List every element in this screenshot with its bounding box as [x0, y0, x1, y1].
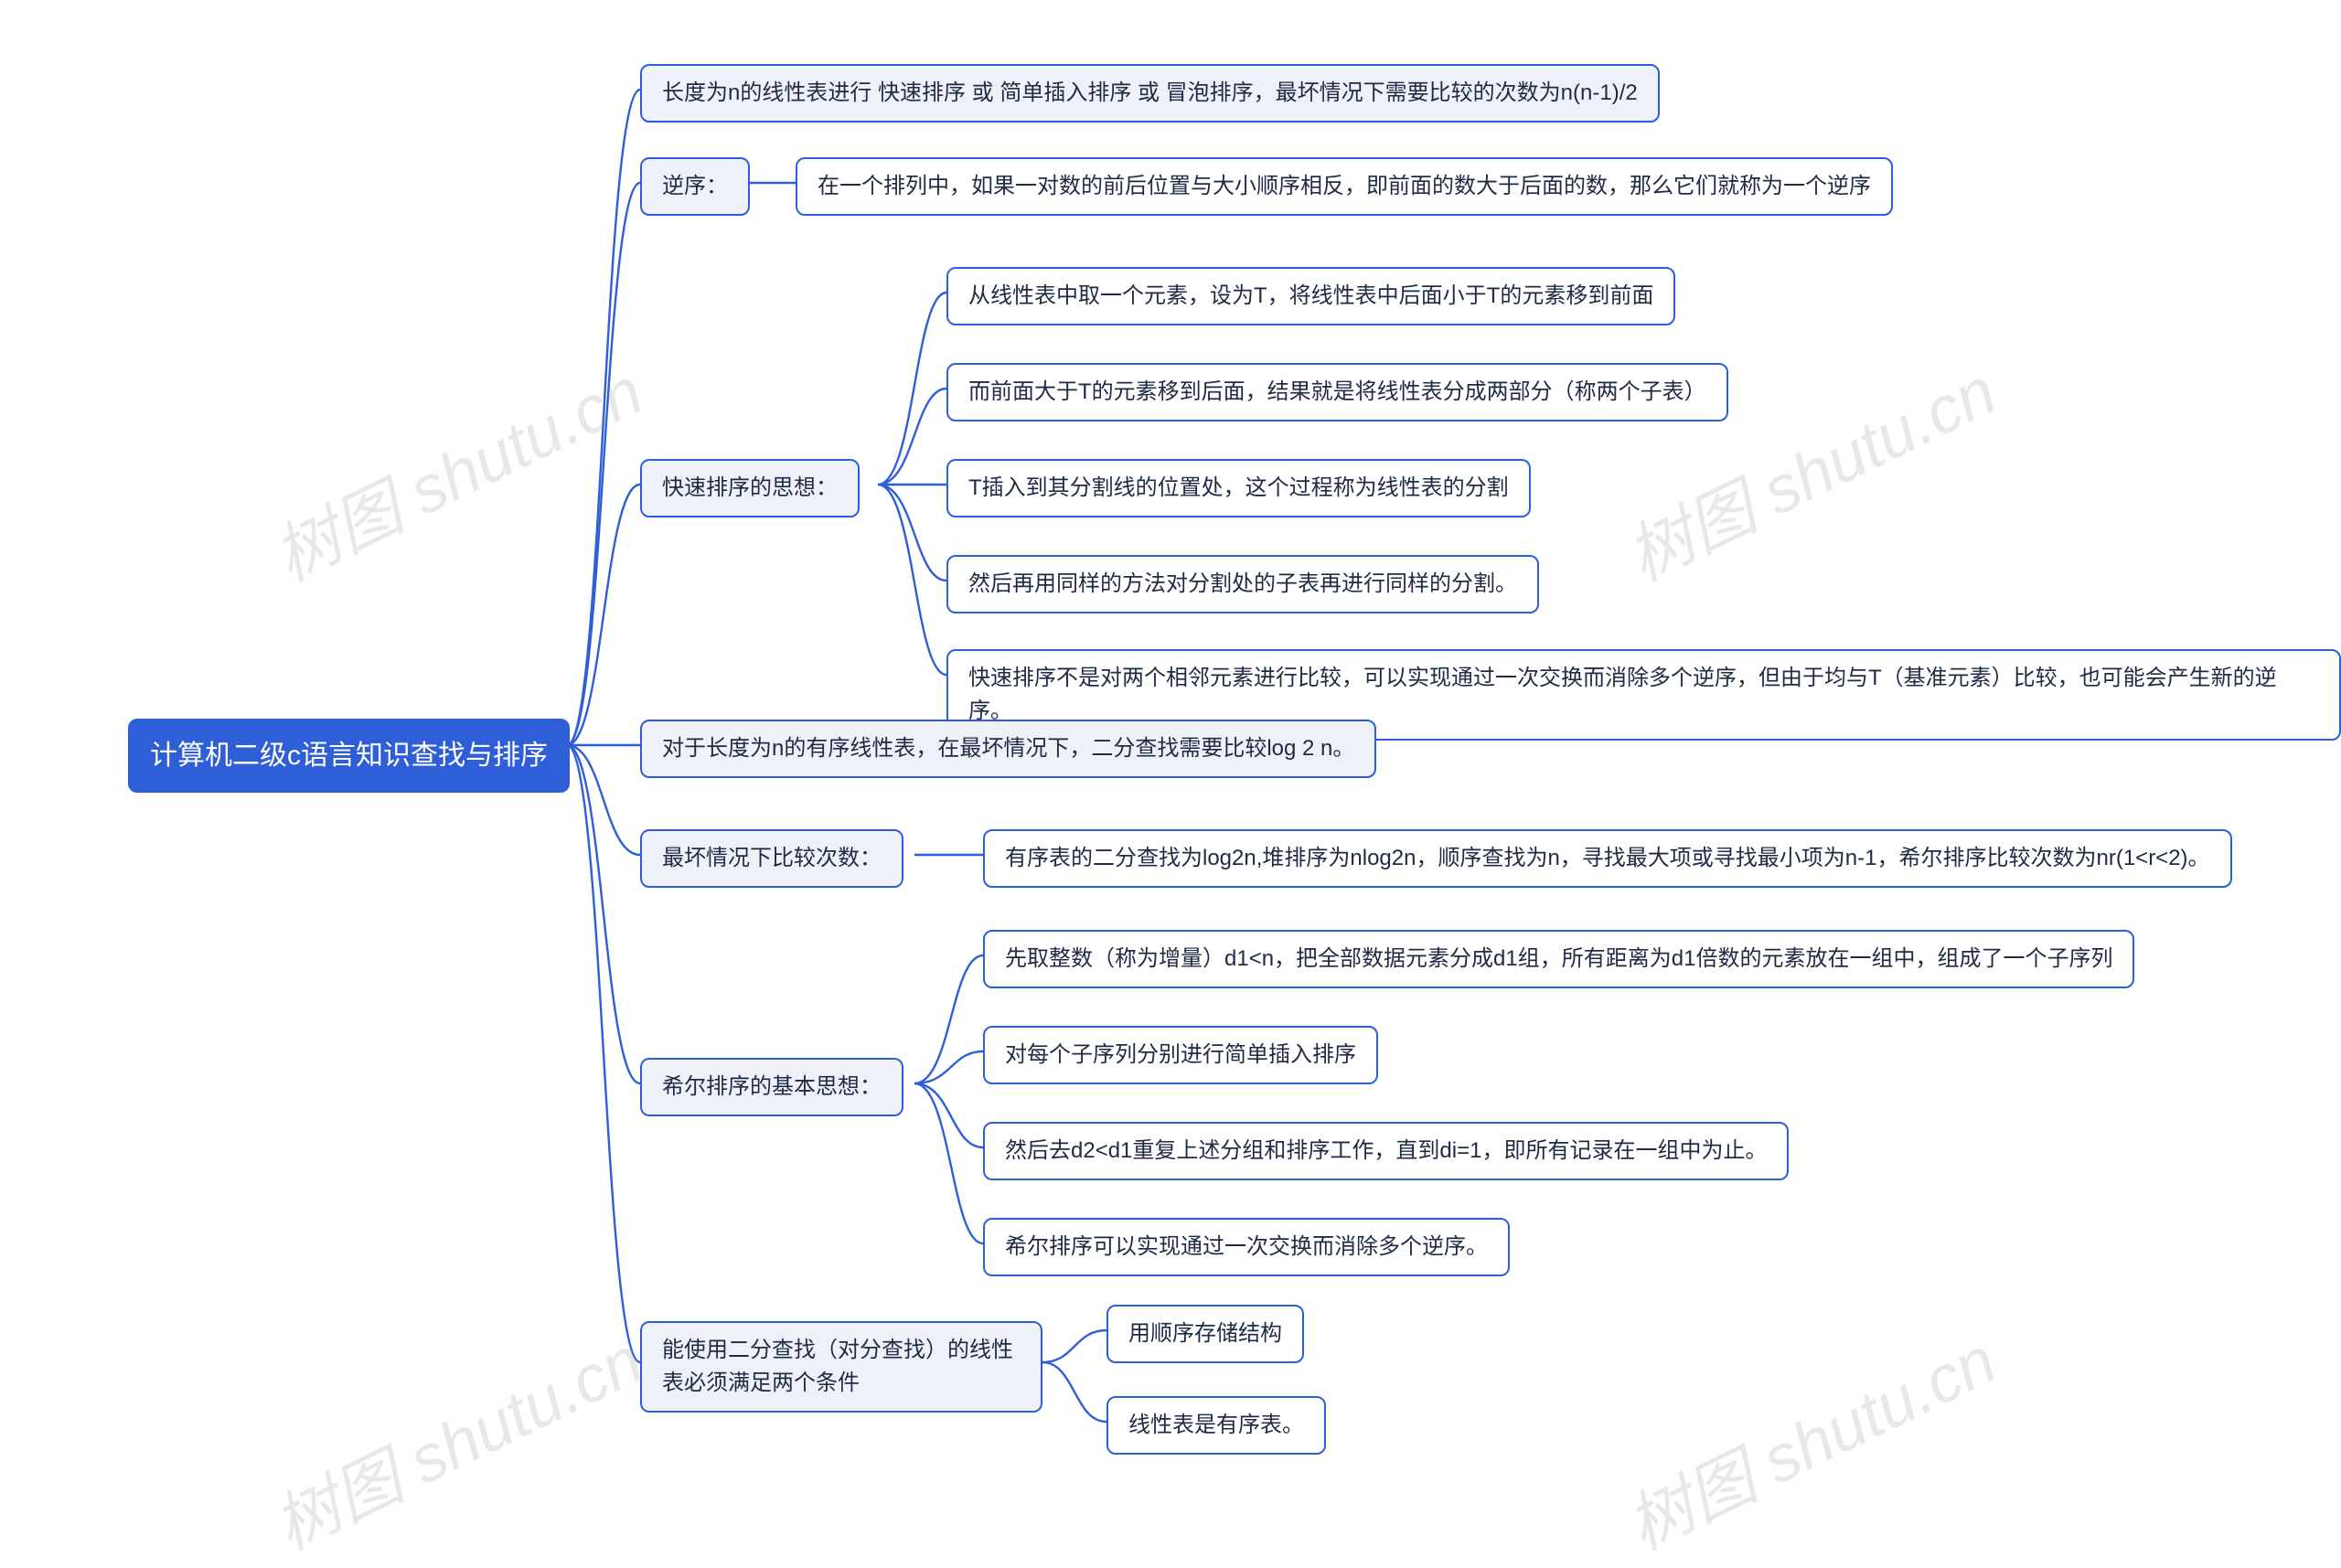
branch-node[interactable]: 对于长度为n的有序线性表，在最坏情况下，二分查找需要比较log 2 n。	[640, 720, 1376, 778]
branch-label: 对于长度为n的有序线性表，在最坏情况下，二分查找需要比较log 2 n。	[662, 732, 1354, 765]
leaf-node[interactable]: 然后再用同样的方法对分割处的子表再进行同样的分割。	[946, 555, 1539, 613]
leaf-node[interactable]: 希尔排序可以实现通过一次交换而消除多个逆序。	[983, 1218, 1510, 1276]
leaf-label: 从线性表中取一个元素，设为T，将线性表中后面小于T的元素移到前面	[968, 280, 1653, 313]
leaf-label: 希尔排序可以实现通过一次交换而消除多个逆序。	[1005, 1231, 1488, 1264]
leaf-label: 对每个子序列分别进行简单插入排序	[1005, 1039, 1356, 1072]
leaf-node[interactable]: 用顺序存储结构	[1106, 1305, 1304, 1363]
leaf-node[interactable]: 先取整数（称为增量）d1<n，把全部数据元素分成d1组，所有距离为d1倍数的元素…	[983, 930, 2134, 988]
branch-label: 长度为n的线性表进行 快速排序 或 简单插入排序 或 冒泡排序，最坏情况下需要比…	[662, 77, 1638, 110]
branch-node[interactable]: 长度为n的线性表进行 快速排序 或 简单插入排序 或 冒泡排序，最坏情况下需要比…	[640, 64, 1660, 123]
leaf-label: 而前面大于T的元素移到后面，结果就是将线性表分成两部分（称两个子表）	[968, 376, 1706, 409]
branch-label: 希尔排序的基本思想：	[662, 1071, 882, 1104]
leaf-node[interactable]: 从线性表中取一个元素，设为T，将线性表中后面小于T的元素移到前面	[946, 267, 1675, 325]
watermark: 树图 shutu.cn	[1609, 1307, 2009, 1568]
watermark: 树图 shutu.cn	[255, 338, 656, 600]
leaf-label: 然后去d2<d1重复上述分组和排序工作，直到di=1，即所有记录在一组中为止。	[1005, 1135, 1767, 1168]
branch-label: 快速排序的思想：	[662, 472, 838, 505]
root-label: 计算机二级c语言知识查找与排序	[150, 735, 548, 776]
branch-node[interactable]: 逆序：	[640, 157, 750, 216]
watermark: 树图 shutu.cn	[255, 1307, 656, 1568]
branch-label: 逆序：	[662, 170, 728, 203]
root-node[interactable]: 计算机二级c语言知识查找与排序	[128, 719, 570, 793]
leaf-label: 有序表的二分查找为log2n,堆排序为nlog2n，顺序查找为n，寻找最大项或寻…	[1005, 842, 2210, 875]
leaf-node[interactable]: 对每个子序列分别进行简单插入排序	[983, 1026, 1378, 1084]
leaf-node[interactable]: 有序表的二分查找为log2n,堆排序为nlog2n，顺序查找为n，寻找最大项或寻…	[983, 829, 2232, 888]
branch-node[interactable]: 能使用二分查找（对分查找）的线性表必须满足两个条件	[640, 1321, 1042, 1413]
leaf-label: 先取整数（称为增量）d1<n，把全部数据元素分成d1组，所有距离为d1倍数的元素…	[1005, 943, 2112, 976]
leaf-node[interactable]: 然后去d2<d1重复上述分组和排序工作，直到di=1，即所有记录在一组中为止。	[983, 1122, 1789, 1180]
leaf-node[interactable]: T插入到其分割线的位置处，这个过程称为线性表的分割	[946, 459, 1531, 517]
branch-label: 能使用二分查找（对分查找）的线性表必须满足两个条件	[662, 1334, 1021, 1400]
branch-node[interactable]: 快速排序的思想：	[640, 459, 860, 517]
leaf-label: 然后再用同样的方法对分割处的子表再进行同样的分割。	[968, 568, 1517, 601]
leaf-label: 快速排序不是对两个相邻元素进行比较，可以实现通过一次交换而消除多个逆序，但由于均…	[968, 662, 2319, 728]
leaf-label: 线性表是有序表。	[1128, 1409, 1304, 1442]
leaf-label: 在一个排列中，如果一对数的前后位置与大小顺序相反，即前面的数大于后面的数，那么它…	[818, 170, 1871, 203]
leaf-node[interactable]: 线性表是有序表。	[1106, 1396, 1326, 1455]
leaf-label: T插入到其分割线的位置处，这个过程称为线性表的分割	[968, 472, 1509, 505]
mindmap-canvas: 计算机二级c语言知识查找与排序 长度为n的线性表进行 快速排序 或 简单插入排序…	[0, 0, 2341, 1533]
leaf-label: 用顺序存储结构	[1128, 1317, 1282, 1350]
leaf-node[interactable]: 而前面大于T的元素移到后面，结果就是将线性表分成两部分（称两个子表）	[946, 363, 1728, 421]
branch-node[interactable]: 最坏情况下比较次数：	[640, 829, 903, 888]
leaf-node[interactable]: 在一个排列中，如果一对数的前后位置与大小顺序相反，即前面的数大于后面的数，那么它…	[796, 157, 1893, 216]
branch-label: 最坏情况下比较次数：	[662, 842, 882, 875]
branch-node[interactable]: 希尔排序的基本思想：	[640, 1058, 903, 1116]
